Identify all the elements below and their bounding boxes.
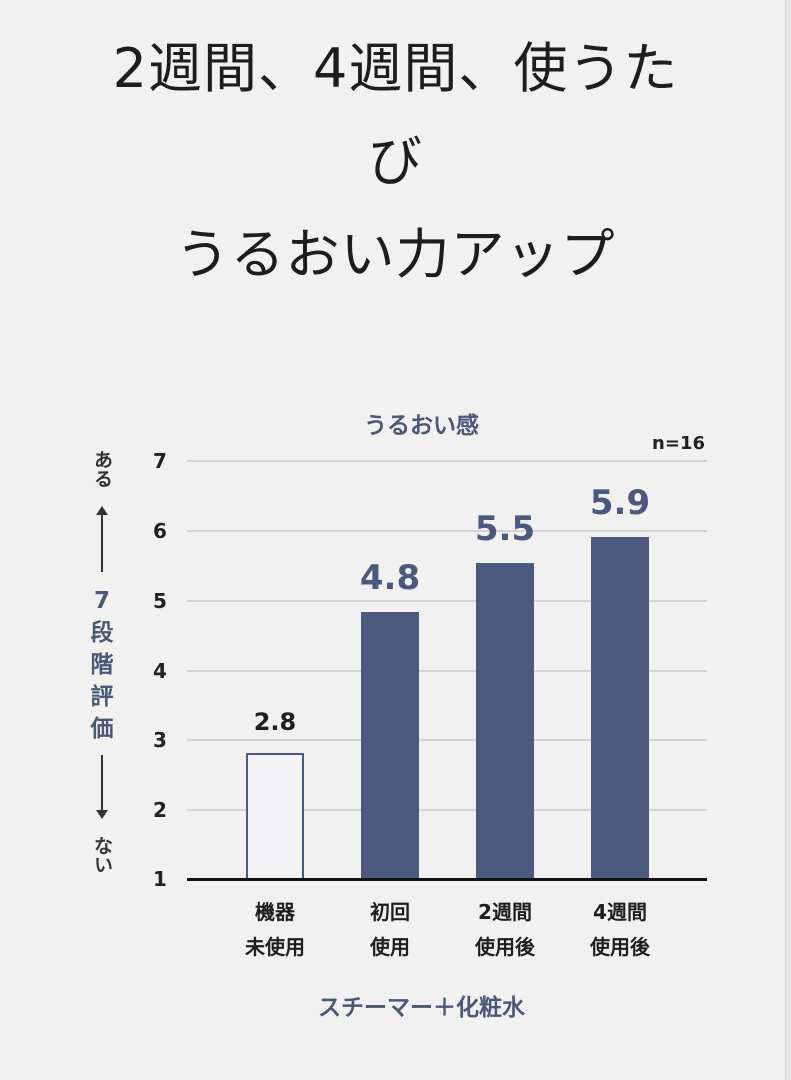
arrow-up-shaft [101,514,103,572]
gridline-2 [187,809,707,811]
y-axis-title-char: 段 [90,620,114,646]
headline-line-3: うるおい力アップ [175,223,616,286]
category-line-1: 4週間 [593,900,647,924]
bar-4-weeks [591,537,649,879]
gridline-5 [187,600,707,602]
y-tick: 2 [153,798,167,822]
bar-2-weeks [476,563,534,879]
y-axis-title-char: 評 [90,684,114,710]
value-label: 5.9 [589,483,651,523]
gridline-6 [187,530,707,532]
y-tick: 7 [153,449,167,473]
y-axis-bottom-label: ない [88,836,116,879]
y-axis-title-char: 階 [90,652,114,678]
category-line-1: 初回 [370,900,410,924]
x-axis-title: スチーマー＋化粧水 [318,995,525,1021]
bar-no-device [246,753,304,879]
y-axis-title: 7 段 階 評 価 [84,585,120,745]
value-label: 4.8 [359,558,421,598]
headline-line-2: び [368,130,423,193]
category-line-2: 使用後 [475,935,535,959]
x-axis-baseline [187,878,707,881]
headline-line-1: 2週間、4週間、使うた [112,37,679,100]
sample-size-label: n=16 [652,433,705,454]
category-line-2: 使用 [370,935,410,959]
headline: 2週間、4週間、使うた び うるおい力アップ [0,22,791,301]
gridline-3 [187,739,707,741]
y-tick: 1 [153,867,167,891]
y-tick: 5 [153,589,167,613]
y-tick: 4 [153,659,167,683]
category-label: 機器 未使用 [215,895,335,965]
category-label: 初回 使用 [330,895,450,965]
category-label: 4週間 使用後 [560,895,680,965]
arrow-up-icon [96,506,108,515]
arrow-down-shaft [101,755,103,811]
y-axis-bottom-text: ない [91,836,113,874]
category-line-1: 2週間 [478,900,532,924]
category-label: 2週間 使用後 [445,895,565,965]
scrollbar[interactable] [785,0,791,1080]
category-line-2: 未使用 [245,935,305,959]
arrow-down-icon [96,810,108,819]
bar-first-use [361,612,419,879]
chart-title: うるおい感 [364,413,479,439]
category-line-2: 使用後 [590,935,650,959]
category-line-1: 機器 [255,900,295,924]
y-axis-top-label: ある [88,450,116,493]
value-label: 5.5 [474,509,536,549]
y-axis-title-char: 7 [93,588,110,614]
gridline-7 [187,460,707,462]
gridline-4 [187,670,707,672]
value-label: 2.8 [253,708,297,736]
y-tick: 6 [153,519,167,543]
y-axis-top-text: ある [91,450,113,488]
y-tick: 3 [153,728,167,752]
y-axis-title-char: 価 [90,716,114,742]
